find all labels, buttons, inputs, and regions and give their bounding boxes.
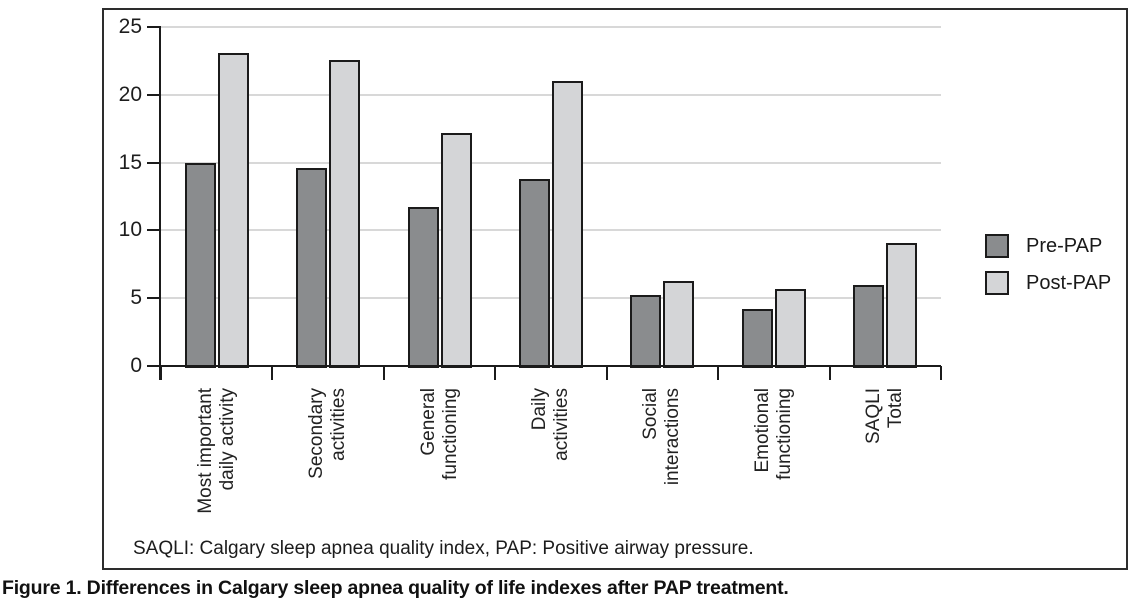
bar-post-pap-group-4 — [552, 81, 583, 368]
y-axis-tick-label-15: 15 — [118, 150, 142, 174]
legend-item-post-pap: Post-PAP — [985, 271, 1111, 295]
x-category-label-4: Daily activities — [529, 388, 572, 461]
gridline-y-5 — [161, 297, 941, 300]
y-axis-tick-5 — [147, 297, 161, 300]
x-category-label-6: Emotional functioning — [751, 388, 795, 480]
x-axis-tick-3 — [494, 366, 497, 380]
bar-pre-pap-group-4 — [519, 179, 550, 368]
bar-pre-pap-group-7 — [853, 285, 885, 368]
y-axis-tick-15 — [147, 161, 161, 164]
bar-pre-pap-group-3 — [407, 207, 439, 368]
y-axis-tick-label-0: 0 — [130, 354, 142, 377]
figure-footnote: SAQLI: Calgary sleep apnea quality index… — [133, 538, 754, 559]
legend-swatch-post-pap-icon — [985, 271, 1009, 295]
x-axis-tick-1 — [271, 366, 274, 380]
y-axis-tick-label-5: 5 — [130, 286, 142, 310]
gridline-y-10 — [161, 229, 941, 232]
legend-item-pre-pap: Pre-PAP — [985, 234, 1111, 258]
x-axis-tick-0 — [160, 366, 162, 380]
bar-pre-pap-group-5 — [630, 295, 662, 368]
y-axis-tick-20 — [147, 93, 161, 96]
gridline-y-15 — [161, 161, 941, 164]
x-axis-tick-7 — [940, 366, 942, 380]
x-category-label-7: SAQLI Total — [863, 388, 907, 444]
y-axis-tick-10 — [147, 229, 161, 232]
legend-label-post-pap: Post-PAP — [1026, 272, 1112, 294]
x-category-label-2: Secondary activities — [306, 388, 350, 479]
y-axis-tick-25 — [147, 26, 161, 28]
figure-caption: Figure 1. Differences in Calgary sleep a… — [2, 577, 789, 599]
bar-post-pap-group-1 — [217, 53, 249, 368]
gridline-y-25 — [161, 26, 941, 28]
bar-post-pap-group-5 — [663, 281, 695, 368]
y-axis-tick-label-25: 25 — [118, 15, 142, 38]
x-category-label-1: Most important daily activity — [194, 388, 238, 514]
bar-pre-pap-group-2 — [296, 168, 328, 368]
bar-post-pap-group-2 — [329, 60, 361, 368]
x-axis-tick-5 — [717, 366, 720, 380]
bar-post-pap-group-7 — [886, 243, 918, 368]
y-axis-line — [159, 27, 161, 380]
x-axis-tick-4 — [605, 366, 608, 380]
bar-post-pap-group-6 — [774, 289, 806, 368]
x-axis-tick-6 — [828, 366, 831, 380]
gridline-y-20 — [161, 93, 941, 96]
x-axis-tick-2 — [382, 366, 385, 380]
chart-legend: Pre-PAP Post-PAP — [985, 234, 1111, 295]
bar-pre-pap-group-6 — [741, 309, 773, 368]
figure-border-box — [102, 8, 1128, 570]
bar-post-pap-group-3 — [440, 133, 472, 368]
y-axis-tick-label-20: 20 — [118, 82, 142, 106]
x-category-label-3: General functioning — [417, 388, 461, 480]
legend-swatch-pre-pap-icon — [985, 234, 1009, 258]
bar-pre-pap-group-1 — [184, 163, 216, 368]
y-axis-tick-label-10: 10 — [118, 218, 142, 242]
x-axis-line — [159, 365, 941, 367]
y-axis-tick-0 — [147, 365, 161, 367]
legend-label-pre-pap: Pre-PAP — [1026, 235, 1103, 257]
x-category-label-5: Social interactions — [640, 388, 684, 486]
